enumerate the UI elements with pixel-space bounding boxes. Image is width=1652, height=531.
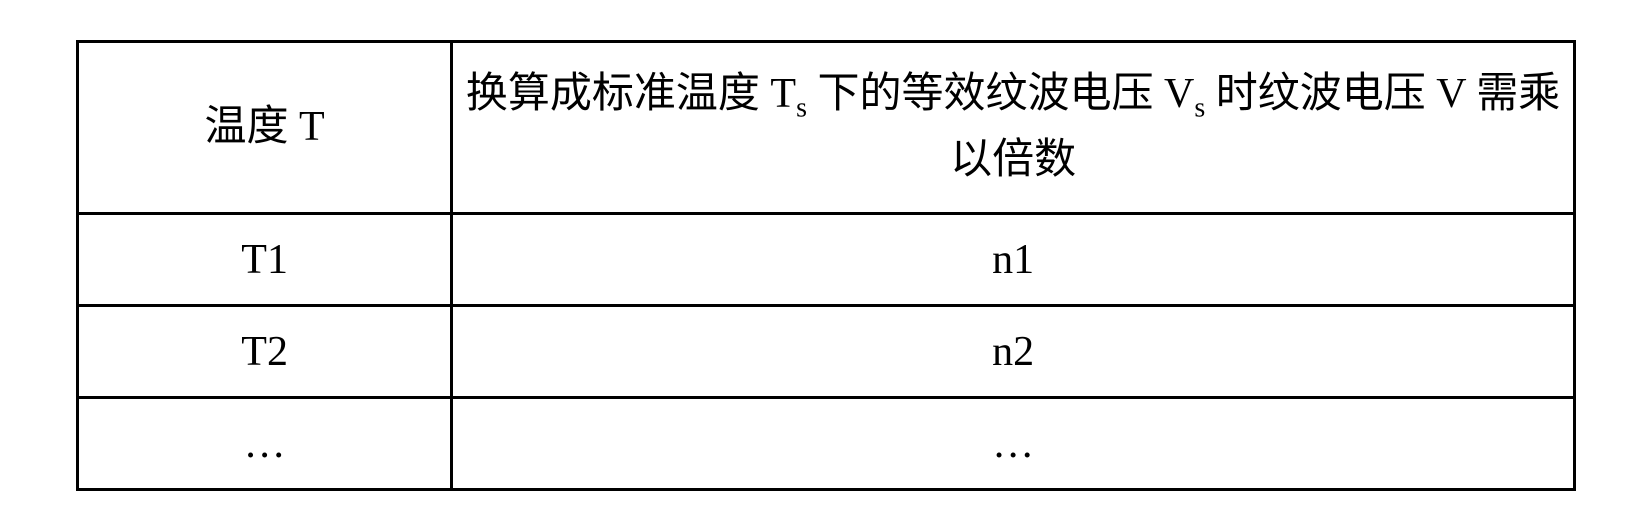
- table-row: T1 n1: [78, 214, 1575, 306]
- cell-multiplier: n2: [452, 306, 1575, 398]
- conversion-table: 温度 T 换算成标准温度 Ts 下的等效纹波电压 Vs 时纹波电压 V 需乘以倍…: [76, 40, 1576, 491]
- cell-temperature: …: [78, 398, 452, 490]
- header-multiplier-prefix: 换算成标准温度 T: [466, 71, 796, 117]
- cell-temperature: T1: [78, 214, 452, 306]
- cell-temperature: T2: [78, 306, 452, 398]
- header-temperature-text: 温度 T: [205, 104, 325, 150]
- table-header-row: 温度 T 换算成标准温度 Ts 下的等效纹波电压 Vs 时纹波电压 V 需乘以倍…: [78, 42, 1575, 214]
- header-multiplier-mid: 下的等效纹波电压 V: [807, 71, 1194, 117]
- table-row: T2 n2: [78, 306, 1575, 398]
- header-multiplier-sub2: s: [1194, 92, 1205, 123]
- header-temperature: 温度 T: [78, 42, 452, 214]
- header-multiplier-sub1: s: [796, 92, 807, 123]
- header-multiplier: 换算成标准温度 Ts 下的等效纹波电压 Vs 时纹波电压 V 需乘以倍数: [452, 42, 1575, 214]
- conversion-table-container: 温度 T 换算成标准温度 Ts 下的等效纹波电压 Vs 时纹波电压 V 需乘以倍…: [76, 40, 1576, 491]
- cell-multiplier: …: [452, 398, 1575, 490]
- table-row: … …: [78, 398, 1575, 490]
- cell-multiplier: n1: [452, 214, 1575, 306]
